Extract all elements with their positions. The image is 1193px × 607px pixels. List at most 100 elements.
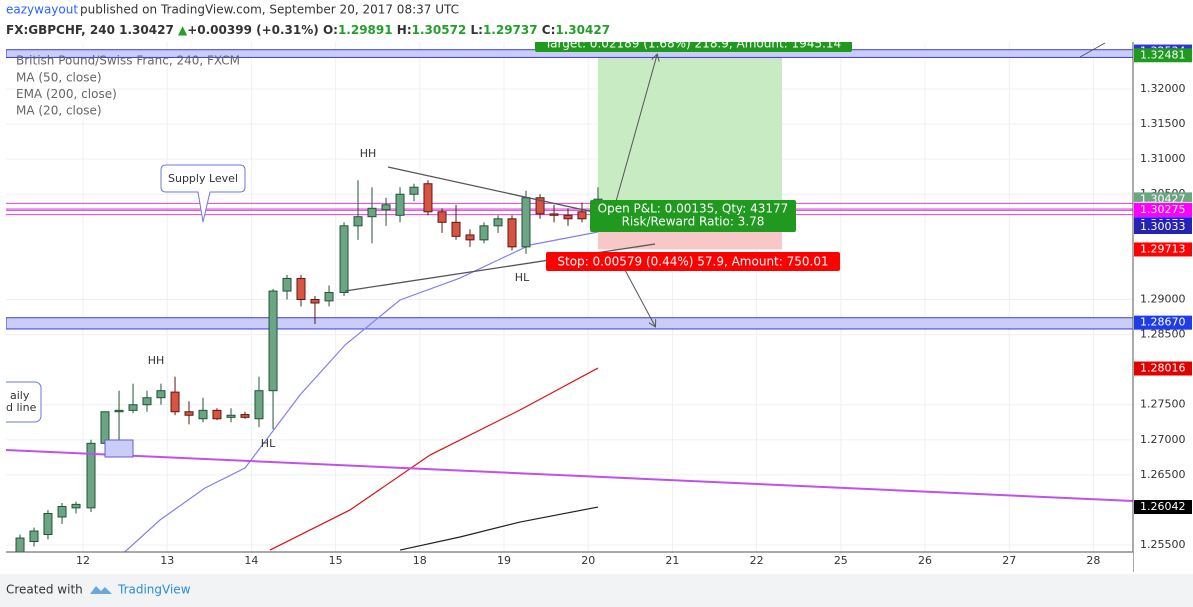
- candle-body: [142, 397, 152, 406]
- candle-body: [507, 218, 517, 248]
- label: HH: [148, 354, 165, 367]
- price-tag-label: 1.30033: [1140, 220, 1186, 233]
- price-tag: [1134, 361, 1192, 376]
- x-tick-label: 13: [160, 554, 174, 567]
- quote-part: 1.30427: [119, 23, 174, 37]
- callout-text: d line: [6, 401, 37, 414]
- footer: [0, 574, 1193, 607]
- candle-body: [156, 390, 166, 399]
- candle-body: [409, 186, 419, 195]
- quote-part: +0.00399 (+0.31%): [187, 23, 319, 37]
- callout: [160, 164, 246, 223]
- candle-body: [198, 409, 208, 420]
- pnl-box: [590, 200, 796, 232]
- callout-text: Supply Level: [168, 172, 238, 185]
- quote-part: O:: [323, 23, 338, 37]
- quote-part: FX:GBPCHF, 240: [6, 23, 115, 37]
- y-tick-label: 1.25500: [1140, 538, 1186, 551]
- candle-body: [15, 537, 25, 552]
- candle-body: [451, 221, 461, 237]
- label: HL: [261, 437, 276, 450]
- quote-line: FX:GBPCHF, 240 1.30427 ▲+0.00399 (+0.31%…: [6, 23, 610, 37]
- label: HL: [515, 271, 530, 284]
- candle-body: [310, 298, 320, 304]
- footer-text: Created with: [6, 583, 83, 597]
- quote-part: 1.29891: [338, 23, 393, 37]
- candle-body: [128, 404, 138, 411]
- candle-body: [184, 411, 194, 416]
- arrow: [614, 55, 657, 206]
- callout-text: aily: [10, 389, 30, 402]
- rr-text: Risk/Reward Ratio: 3.78: [622, 215, 765, 229]
- candle-body: [353, 216, 363, 227]
- ma-line: [269, 367, 599, 551]
- price-tag: [1134, 315, 1192, 330]
- y-tick-label: 1.31000: [1140, 152, 1186, 165]
- candle-body: [563, 214, 573, 220]
- x-tick-label: 20: [581, 554, 595, 567]
- candle-body: [86, 442, 96, 509]
- candle-body: [268, 290, 278, 392]
- price-tag-label: 1.32481: [1140, 48, 1186, 61]
- price-tag: [1134, 220, 1192, 235]
- target-text: Target: 0.02189 (1.68%) 218.9, Amount: 1…: [544, 37, 841, 51]
- x-tick-label: 22: [750, 554, 764, 567]
- price-tag-label: 1.28670: [1140, 316, 1186, 329]
- quote-part: 1.30427: [555, 23, 610, 37]
- quote-part: 1.30572: [412, 23, 467, 37]
- candle-body: [212, 409, 222, 420]
- candle-body: [493, 218, 503, 227]
- candle-body: [395, 193, 405, 216]
- candle-body: [423, 183, 433, 213]
- y-tick-label: 1.26500: [1140, 468, 1186, 481]
- trend-line: [6, 449, 1133, 502]
- legend-entry: EMA (200, close): [16, 87, 117, 101]
- candle-body: [226, 414, 236, 418]
- footer-brand: TradingView: [117, 583, 191, 597]
- x-tick-label: 28: [1086, 554, 1100, 567]
- plot-area: [6, 42, 1133, 552]
- x-tick-label: 19: [497, 554, 511, 567]
- candle-body: [296, 277, 306, 300]
- x-tick-label: 25: [834, 554, 848, 567]
- candle-body: [367, 207, 377, 218]
- trend-line: [387, 166, 599, 214]
- candle-body: [465, 234, 475, 241]
- x-tick-label: 18: [413, 554, 427, 567]
- price-tag: [1134, 48, 1192, 63]
- time-axis: [0, 552, 1133, 572]
- stop-box: [546, 252, 840, 271]
- logo: [90, 586, 112, 594]
- y-tick-label: 1.31500: [1140, 117, 1186, 130]
- y-tick-label: 1.29000: [1140, 292, 1186, 305]
- candle-body: [114, 409, 124, 413]
- candle-body: [43, 512, 53, 536]
- quote-part: L:: [470, 23, 482, 37]
- callout: [6, 381, 42, 423]
- x-tick-label: 12: [76, 554, 90, 567]
- candle-body: [339, 225, 349, 293]
- x-tick-label: 15: [329, 554, 343, 567]
- legend-entry: MA (50, close): [16, 71, 102, 85]
- candle-body: [535, 197, 545, 215]
- candle-body: [29, 530, 39, 543]
- quote-part: C:: [542, 23, 556, 37]
- legend-title: British Pound/Swiss Franc, 240, FXCM: [16, 54, 240, 68]
- candle-body: [282, 277, 292, 292]
- arrow: [624, 269, 655, 326]
- trend-line: [344, 243, 656, 292]
- price-tag-label: 1.29713: [1140, 242, 1186, 255]
- quote-part: 1.29737: [483, 23, 538, 37]
- price-tag: [1134, 242, 1192, 257]
- header: [0, 0, 1193, 42]
- quote-part: ▲: [178, 23, 188, 37]
- candle-body: [254, 390, 264, 420]
- candle-body: [71, 503, 81, 509]
- price-tag-label: 1.30275: [1140, 203, 1186, 216]
- candle-body: [100, 411, 110, 444]
- ma-line: [123, 231, 599, 552]
- legend-entry: MA (20, close): [16, 104, 102, 118]
- author: eazywayout: [6, 3, 78, 17]
